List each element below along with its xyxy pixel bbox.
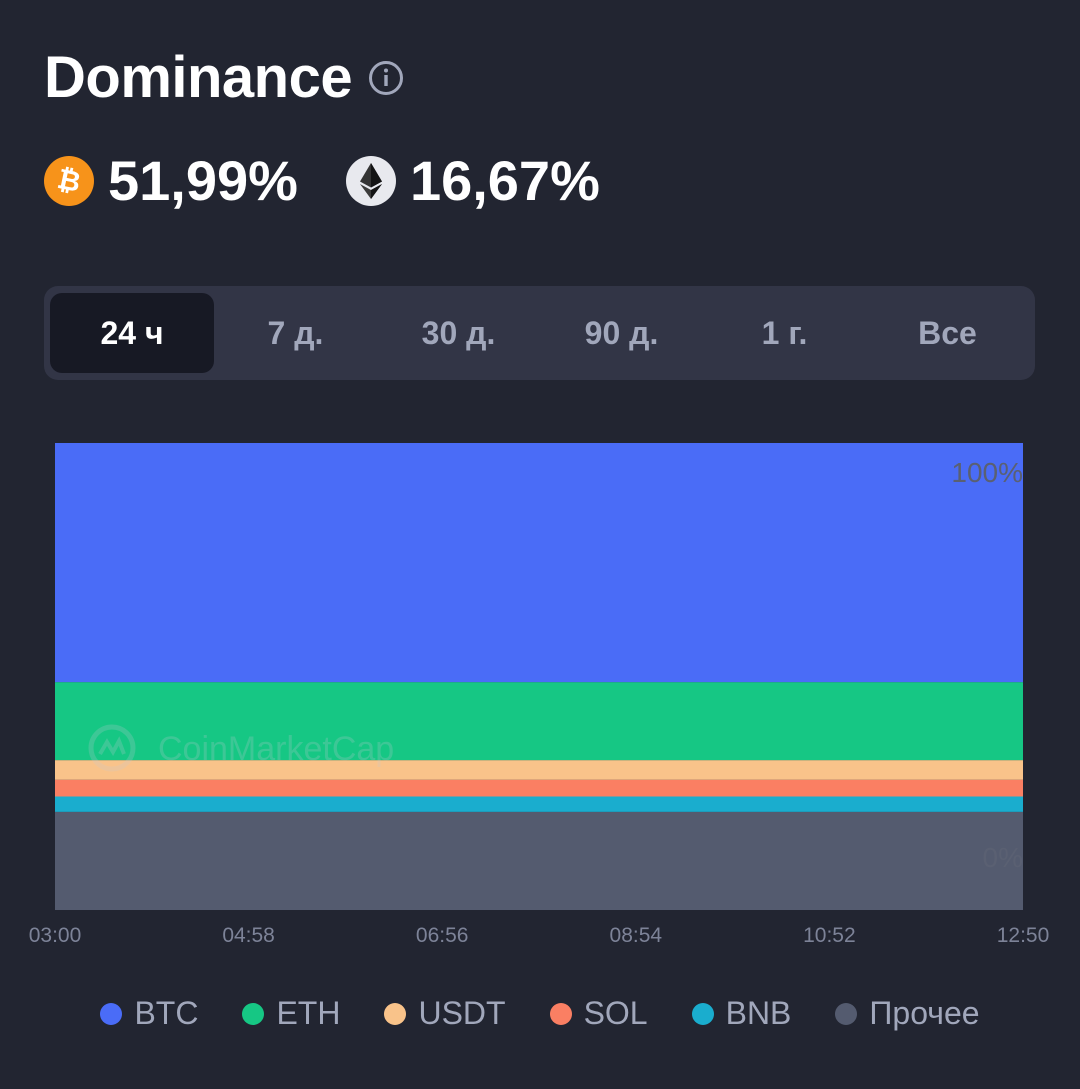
- legend-dot: [691, 1002, 714, 1025]
- dominance-chart[interactable]: CoinMarketCap 100% 0% 03:00 04:58 06:56 08:5…: [0, 430, 1080, 960]
- chart-legend: BTC ETH USDT SOL BNB Прочее: [0, 995, 1080, 1032]
- tab-all[interactable]: Все: [918, 314, 977, 351]
- legend-item-other[interactable]: Прочее: [835, 995, 980, 1032]
- legend-item-eth[interactable]: ETH: [242, 995, 340, 1032]
- legend-item-usdt[interactable]: USDT: [384, 995, 506, 1032]
- tab-90d[interactable]: 90 д.: [584, 314, 659, 351]
- y-tick-label: 0%: [983, 842, 1023, 873]
- btc-dominance-value: 51,99%: [108, 149, 298, 212]
- area-sol[interactable]: [55, 779, 1023, 797]
- x-tick-label: 03:00: [29, 924, 82, 947]
- x-tick-label: 10:52: [803, 924, 856, 947]
- x-tick-label: 08:54: [610, 924, 663, 947]
- btc-dominance: ₿ 51,99%: [44, 148, 298, 213]
- legend-dot: [835, 1002, 858, 1025]
- legend-label: ETH: [276, 995, 341, 1031]
- area-btc[interactable]: [55, 443, 1023, 683]
- area-bnb[interactable]: [55, 796, 1023, 812]
- x-tick-label: 06:56: [416, 924, 469, 947]
- dominance-values: ₿ 51,99% 16,67%: [44, 148, 648, 213]
- legend-item-btc[interactable]: BTC: [100, 995, 198, 1032]
- area-прочее[interactable]: [55, 811, 1023, 910]
- legend-label: BNB: [725, 995, 792, 1031]
- legend-label: USDT: [418, 995, 506, 1031]
- y-axis-labels: 100% 0%: [951, 457, 1023, 873]
- tab-1y[interactable]: 1 г.: [761, 314, 808, 351]
- watermark-text: CoinMarketCap: [158, 730, 394, 768]
- eth-dominance-value: 16,67%: [409, 149, 600, 212]
- area-eth[interactable]: [55, 682, 1023, 761]
- legend-label: SOL: [583, 995, 648, 1031]
- eth-dominance: 16,67%: [345, 148, 600, 213]
- info-icon[interactable]: [368, 60, 404, 96]
- ethereum-icon: [345, 155, 396, 206]
- x-tick-label: 04:58: [222, 924, 275, 947]
- area-usdt[interactable]: [55, 760, 1023, 780]
- tab-7d[interactable]: 7 д.: [267, 314, 324, 351]
- bitcoin-icon: ₿: [44, 155, 94, 206]
- legend-label: Прочее: [869, 995, 980, 1031]
- title-row: Dominance: [44, 44, 404, 111]
- page-title: Dominance: [44, 45, 353, 110]
- x-axis-labels: 03:00 04:58 06:56 08:54 10:52 12:50: [29, 924, 1050, 947]
- legend-label: BTC: [134, 995, 199, 1031]
- watermark: CoinMarketCap: [88, 724, 394, 772]
- legend-dot: [384, 1002, 407, 1025]
- legend-dot: [549, 1002, 572, 1025]
- legend-dot: [242, 1002, 265, 1025]
- tab-24h[interactable]: 24 ч: [50, 293, 214, 373]
- legend-item-bnb[interactable]: BNB: [691, 995, 792, 1032]
- chart-areas: [55, 443, 1023, 910]
- y-tick-label: 100%: [951, 457, 1023, 488]
- x-tick-label: 12:50: [997, 924, 1050, 947]
- time-range-tabs: 24 ч 7 д. 30 д. 90 д. 1 г. Все: [44, 286, 1035, 380]
- legend-item-sol[interactable]: SOL: [549, 995, 648, 1032]
- legend-dot: [100, 1002, 123, 1025]
- tab-30d[interactable]: 30 д.: [421, 314, 496, 351]
